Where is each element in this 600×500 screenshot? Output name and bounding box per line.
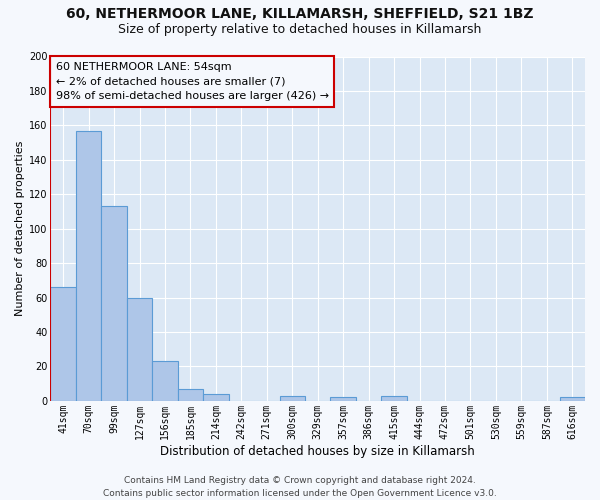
Bar <box>178 389 203 401</box>
Bar <box>101 206 127 401</box>
Text: 60 NETHERMOOR LANE: 54sqm
← 2% of detached houses are smaller (7)
98% of semi-de: 60 NETHERMOOR LANE: 54sqm ← 2% of detach… <box>56 62 329 102</box>
X-axis label: Distribution of detached houses by size in Killamarsh: Distribution of detached houses by size … <box>160 444 475 458</box>
Bar <box>152 362 178 401</box>
Bar <box>127 298 152 401</box>
Bar <box>331 398 356 401</box>
Bar <box>382 396 407 401</box>
Bar <box>50 288 76 401</box>
Text: Contains HM Land Registry data © Crown copyright and database right 2024.
Contai: Contains HM Land Registry data © Crown c… <box>103 476 497 498</box>
Text: Size of property relative to detached houses in Killamarsh: Size of property relative to detached ho… <box>118 22 482 36</box>
Bar <box>76 130 101 401</box>
Bar <box>560 398 585 401</box>
Text: 60, NETHERMOOR LANE, KILLAMARSH, SHEFFIELD, S21 1BZ: 60, NETHERMOOR LANE, KILLAMARSH, SHEFFIE… <box>66 8 534 22</box>
Y-axis label: Number of detached properties: Number of detached properties <box>15 141 25 316</box>
Bar <box>203 394 229 401</box>
Bar <box>280 396 305 401</box>
